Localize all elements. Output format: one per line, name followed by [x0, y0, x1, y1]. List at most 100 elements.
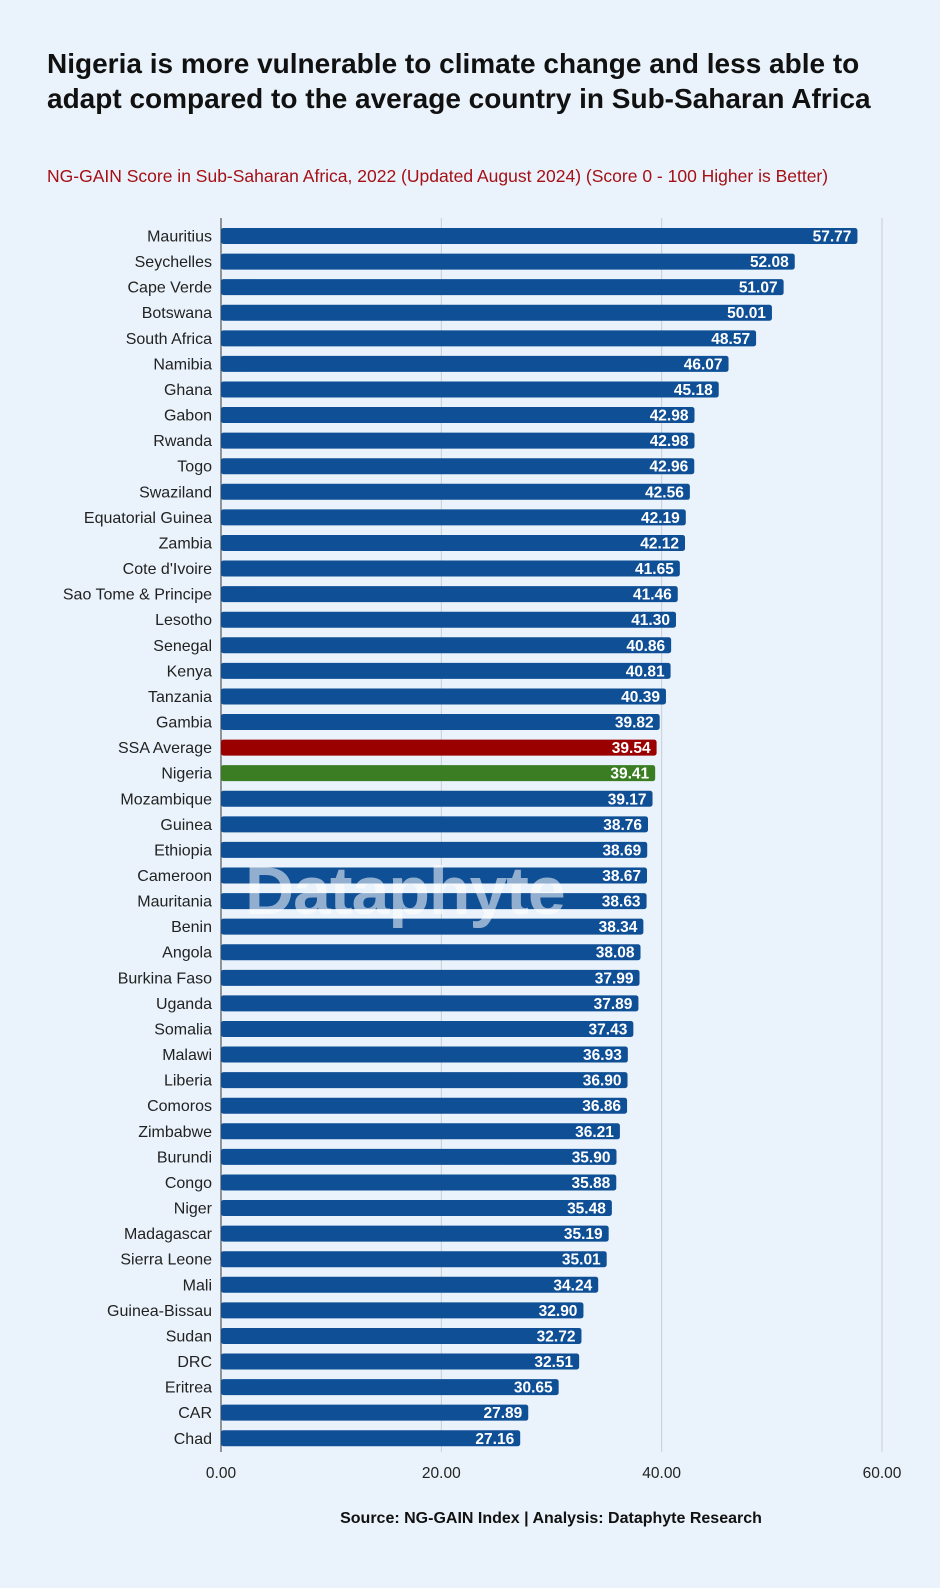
data-label: 57.77	[813, 229, 852, 246]
data-label: 41.46	[633, 587, 672, 604]
category-label: Ghana	[164, 382, 212, 399]
category-label: Namibia	[153, 356, 212, 373]
bar	[221, 1404, 529, 1421]
bar	[221, 662, 671, 679]
bars	[221, 228, 858, 1447]
data-label: 32.72	[537, 1328, 576, 1345]
category-label: Mauritius	[147, 229, 212, 246]
bar	[221, 893, 647, 910]
data-label: 40.81	[626, 663, 665, 680]
bar	[221, 765, 656, 782]
category-label: Equatorial Guinea	[84, 510, 212, 527]
category-label: Sao Tome & Principe	[63, 587, 212, 604]
data-label: 30.65	[514, 1380, 553, 1397]
x-tick-label: 60.00	[863, 1465, 902, 1482]
data-label: 45.18	[674, 382, 713, 399]
bar	[221, 816, 649, 833]
data-label: 36.90	[583, 1073, 622, 1090]
bar	[221, 841, 648, 858]
bar	[221, 867, 648, 884]
data-label: 42.98	[650, 408, 689, 425]
bar	[221, 534, 686, 551]
bar	[221, 944, 641, 961]
bar	[221, 1379, 559, 1396]
category-label: Somalia	[154, 1021, 212, 1038]
bar	[221, 304, 772, 321]
bar	[221, 688, 666, 705]
category-label: Cameroon	[137, 868, 212, 885]
grid-lines	[220, 218, 883, 1452]
category-label: Mauritania	[137, 894, 212, 911]
category-label: Cape Verde	[127, 280, 212, 297]
bar	[221, 509, 686, 526]
category-label: Togo	[177, 459, 212, 476]
data-label: 27.16	[475, 1431, 514, 1448]
category-label: Gambia	[156, 715, 212, 732]
data-label: 38.67	[602, 868, 641, 885]
bar	[221, 228, 858, 244]
source-note: Source: NG-GAIN Index | Analysis: Dataph…	[340, 1510, 762, 1527]
bar	[221, 1200, 612, 1217]
data-label: 40.86	[626, 638, 665, 655]
category-label: DRC	[177, 1354, 212, 1371]
data-label: 42.56	[645, 484, 684, 501]
category-label: Sudan	[166, 1328, 212, 1345]
bar	[221, 637, 672, 654]
category-label: Mali	[183, 1277, 212, 1294]
category-label: Malawi	[162, 1047, 212, 1064]
data-label: 52.08	[750, 254, 789, 271]
category-labels: Mauritius Seychelles Cape Verde Botswana Sou…	[63, 229, 213, 1448]
data-label: 37.43	[589, 1021, 628, 1038]
category-label: CAR	[178, 1405, 212, 1422]
bar	[221, 969, 640, 986]
bar	[221, 432, 695, 449]
category-label: Swaziland	[139, 484, 212, 501]
category-label: Angola	[162, 945, 212, 962]
category-label: Senegal	[153, 638, 212, 655]
data-label: 37.89	[594, 996, 633, 1013]
category-label: Comoros	[147, 1098, 212, 1115]
data-label: 34.24	[553, 1277, 592, 1294]
category-label: Ethiopia	[154, 842, 212, 859]
category-label: Gabon	[164, 408, 212, 425]
data-label: 46.07	[684, 356, 723, 373]
data-label: 48.57	[711, 331, 750, 348]
category-label: Kenya	[167, 663, 212, 680]
bar	[221, 1046, 628, 1063]
bar	[221, 1174, 617, 1191]
bar	[221, 790, 653, 807]
category-label: Sierra Leone	[120, 1252, 212, 1269]
category-label: Tanzania	[148, 689, 212, 706]
value-labels: 57.77 52.08 51.07 50.01 48.57 46.07 45.18 42.98…	[475, 229, 851, 1448]
bar	[221, 483, 690, 500]
bar	[221, 1097, 628, 1114]
data-label: 32.51	[534, 1354, 573, 1371]
category-label: Burkina Faso	[118, 970, 212, 987]
bar	[221, 1148, 617, 1165]
category-label: Cote d'Ivoire	[123, 561, 212, 578]
bar	[221, 586, 678, 603]
bar	[221, 1302, 584, 1319]
data-label: 42.98	[650, 433, 689, 450]
data-label: 40.39	[621, 689, 660, 706]
chart-subtitle: NG-GAIN Score in Sub-Saharan Africa, 202…	[47, 166, 829, 186]
bar	[221, 1430, 521, 1447]
data-label: 42.19	[641, 510, 680, 527]
category-label: Burundi	[157, 1149, 212, 1166]
bar	[221, 1353, 580, 1370]
bar	[221, 995, 639, 1012]
data-label: 38.08	[596, 945, 635, 962]
bar	[221, 739, 657, 756]
category-label: Zimbabwe	[138, 1124, 212, 1141]
data-label: 35.48	[567, 1201, 606, 1218]
category-label: Lesotho	[155, 612, 212, 629]
category-label: South Africa	[126, 331, 212, 348]
category-label: Guinea	[160, 817, 212, 834]
category-label: Niger	[174, 1201, 213, 1218]
x-tick-label: 20.00	[422, 1465, 461, 1482]
bar	[221, 1225, 609, 1242]
x-axis-ticks: 0.00 20.00 40.00 60.00	[206, 1465, 902, 1482]
data-label: 51.07	[739, 280, 778, 297]
bar	[221, 918, 644, 935]
bar	[221, 355, 729, 372]
